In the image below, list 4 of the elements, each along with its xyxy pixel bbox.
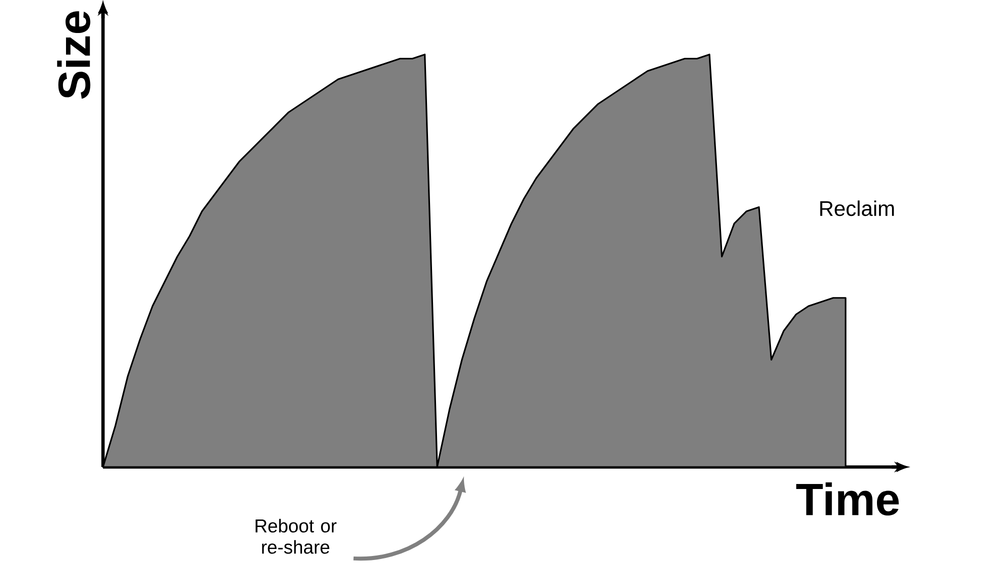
y-axis-title: Size [57, 11, 90, 99]
x-axis-title: Time [796, 482, 899, 516]
annotation: Reclaim [820, 200, 894, 216]
text: Reboot or re-share [256, 518, 337, 554]
